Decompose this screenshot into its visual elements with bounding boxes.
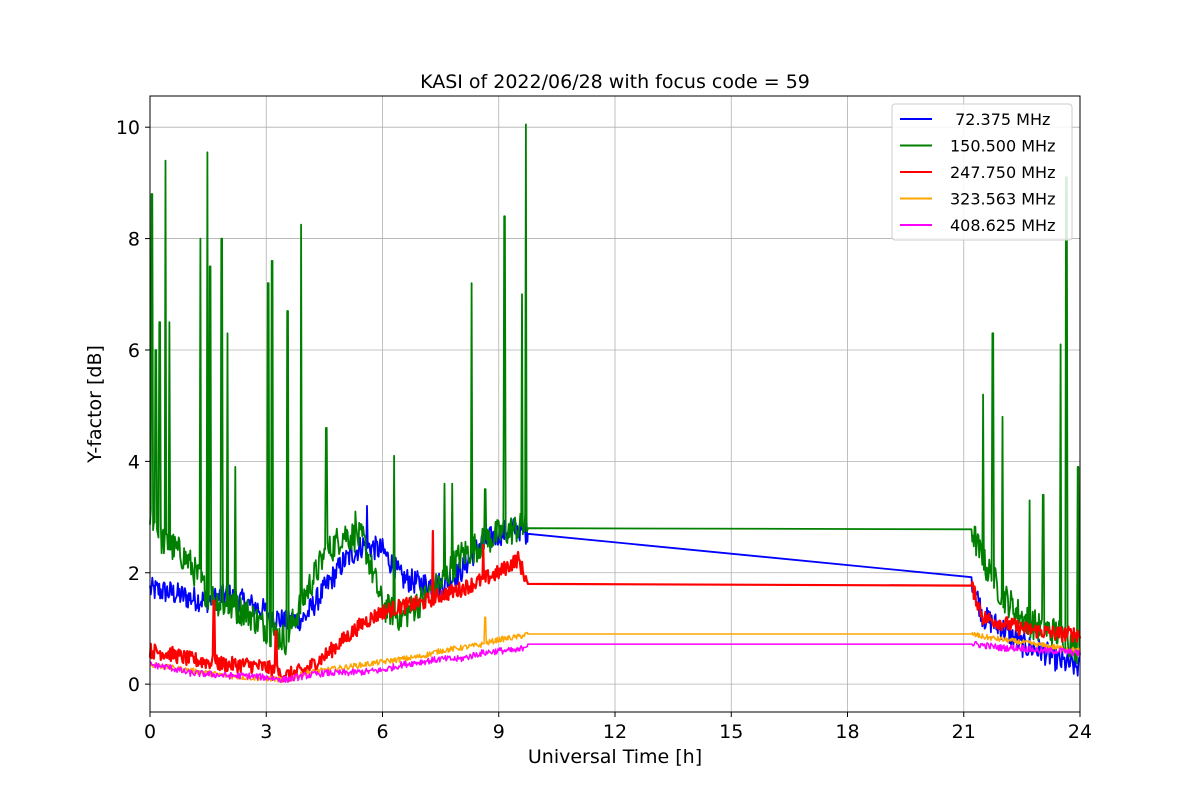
legend-label: 408.625 MHz bbox=[950, 216, 1055, 235]
y-tick-label: 6 bbox=[128, 340, 140, 362]
y-tick-label: 8 bbox=[128, 229, 140, 251]
series-line-3 bbox=[149, 616, 1081, 683]
series-2 bbox=[148, 529, 1082, 683]
x-tick-label: 3 bbox=[260, 721, 272, 743]
x-axis-label: Universal Time [h] bbox=[528, 746, 702, 768]
y-tick-label: 4 bbox=[128, 451, 140, 473]
y-axis-label: Y-factor [dB] bbox=[84, 345, 106, 464]
legend-label: 247.750 MHz bbox=[950, 163, 1055, 182]
series-3 bbox=[149, 616, 1081, 683]
series-line-1 bbox=[149, 123, 1081, 664]
x-tick-label: 9 bbox=[493, 721, 505, 743]
legend: 72.375 MHz 150.500 MHz 247.750 MHz 323.563 … bbox=[891, 103, 1073, 241]
y-tick-label: 0 bbox=[128, 674, 140, 696]
x-tick-label: 15 bbox=[719, 721, 743, 743]
x-tick-label: 12 bbox=[603, 721, 627, 743]
x-tick-label: 0 bbox=[144, 721, 156, 743]
x-tick-label: 6 bbox=[376, 721, 388, 743]
y-axis-ticks: 0 2 4 6 8 10 bbox=[116, 117, 150, 696]
series-1 bbox=[149, 123, 1081, 664]
x-tick-label: 18 bbox=[835, 721, 859, 743]
legend-box bbox=[891, 103, 1073, 241]
legend-label: 323.563 MHz bbox=[950, 190, 1055, 209]
y-tick-label: 10 bbox=[116, 117, 140, 139]
y-tick-label: 2 bbox=[128, 563, 140, 585]
series-4 bbox=[149, 640, 1081, 684]
x-tick-label: 21 bbox=[952, 721, 976, 743]
series-line-4 bbox=[149, 640, 1081, 684]
plot-series bbox=[148, 123, 1082, 684]
legend-label: 150.500 MHz bbox=[950, 137, 1055, 156]
x-tick-label: 24 bbox=[1068, 721, 1092, 743]
x-axis-ticks: 0 3 6 9 12 15 18 21 24 bbox=[144, 712, 1092, 743]
series-line-2 bbox=[148, 529, 1082, 683]
legend-label: 72.375 MHz bbox=[950, 110, 1050, 129]
chart-title: KASI of 2022/06/28 with focus code = 59 bbox=[420, 71, 810, 93]
